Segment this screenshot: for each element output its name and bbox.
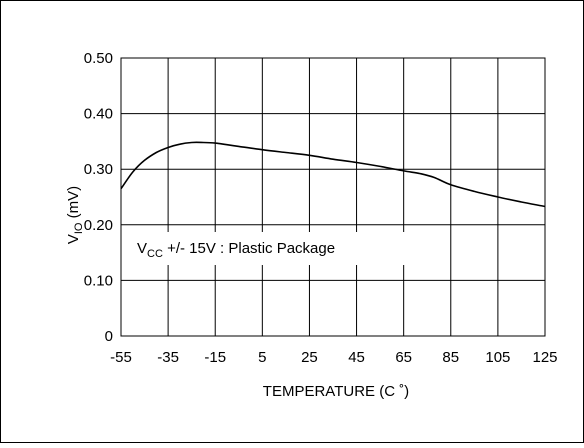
x-tick-label: 5 [258,349,266,366]
series-layer [120,141,546,208]
x-tick-label: 25 [301,349,318,366]
y-axis-label: VIO (mV) [65,186,85,244]
x-tick-label: 105 [485,349,510,366]
x-tick-label: -35 [157,349,179,366]
annotation-background [130,232,440,265]
x-tick-label: 45 [348,349,365,366]
x-tick-label: 65 [395,349,412,366]
y-axis-label-main: V [65,234,82,244]
x-tick-label: 125 [532,349,557,366]
annotation-subscript: CC [147,248,163,260]
x-axis-label: TEMPERATURE (C ˚) [263,383,409,400]
y-axis-label-subscript: IO [73,222,85,234]
y-tick-label: 0.30 [84,161,113,178]
x-tick-label: 85 [442,349,459,366]
series-line [120,141,546,208]
plot-frame [120,57,546,337]
y-tick-label: 0.10 [84,272,113,289]
y-tick-label: 0.50 [84,50,113,67]
x-tick-label: -55 [110,349,132,366]
y-tick-label: 0.20 [84,217,113,234]
tick-labels: -55 -35 -15 5 25 45 65 85 105 125 0 0.10 0.20 0.30 0.4… [84,50,558,366]
y-tick-label: 0 [105,328,113,345]
annotation-rest: +/- 15V : Plastic Package [163,240,335,257]
y-axis-label-rest: (mV) [65,186,82,223]
annotation-text: VCC +/- 15V : Plastic Package [137,240,335,260]
x-tick-label: -15 [204,349,226,366]
annotation-main: V [137,240,147,257]
y-tick-label: 0.40 [84,106,113,123]
grid-layer [121,58,545,336]
